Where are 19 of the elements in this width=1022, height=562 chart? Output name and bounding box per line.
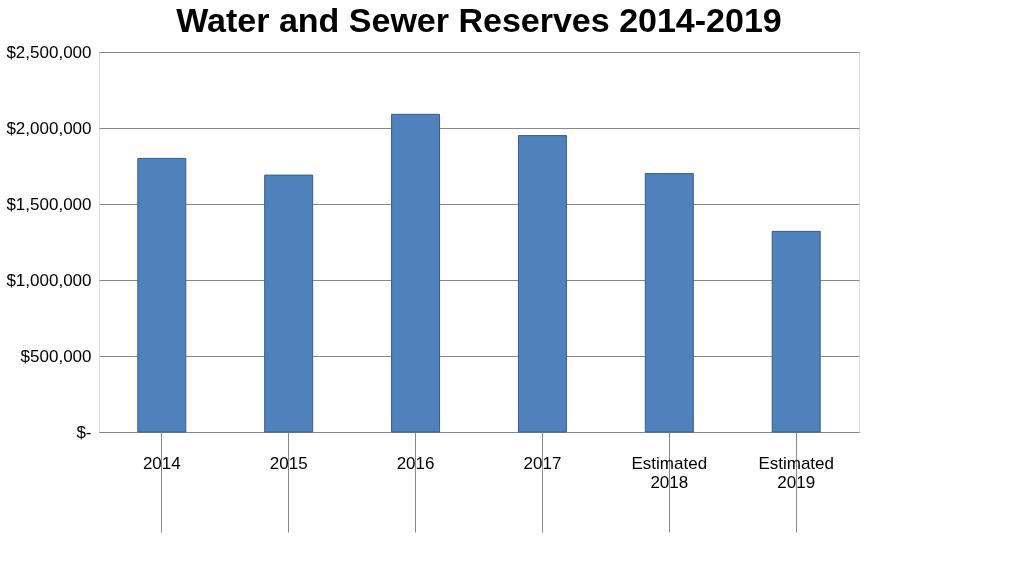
bar — [391, 113, 441, 433]
x-tick-label: Estimated 2019 — [758, 453, 834, 492]
x-tick-label: Estimated 2018 — [631, 453, 708, 492]
y-tick-label: $500,000 — [20, 346, 92, 366]
y-tick-label: $1,500,000 — [6, 194, 92, 214]
bar — [771, 230, 821, 433]
chart-title: Water and Sewer Reserves 2014-2019 — [176, 1, 782, 39]
x-tick-label: 2014 — [142, 453, 181, 473]
y-tick-label: $2,500,000 — [6, 42, 92, 62]
y-tick-label: $1,000,000 — [6, 270, 92, 290]
bar — [264, 174, 314, 433]
y-tick-label: $2,000,000 — [6, 118, 92, 138]
y-tick-label: $- — [76, 422, 92, 442]
bar — [137, 157, 187, 433]
x-tick-label: 2016 — [396, 453, 435, 473]
bar — [644, 173, 694, 433]
x-tick-label: 2017 — [523, 453, 562, 473]
bar — [517, 135, 567, 433]
x-tick-label: 2015 — [269, 453, 308, 473]
